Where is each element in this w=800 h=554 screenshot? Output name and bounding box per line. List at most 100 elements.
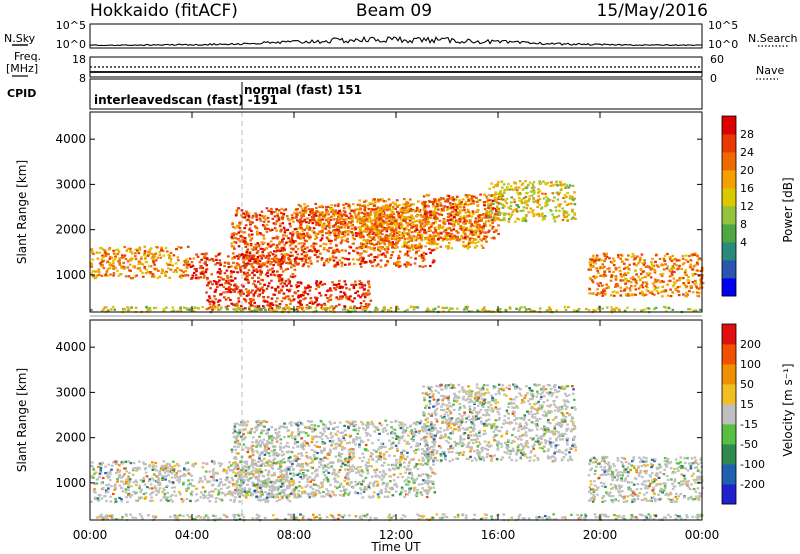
echo-cell — [329, 231, 332, 234]
echo-cell — [142, 477, 145, 480]
echo-cell — [422, 215, 426, 218]
echo-cell — [657, 292, 660, 295]
echo-cell — [249, 223, 252, 226]
echo-cell — [107, 487, 110, 490]
echo-cell — [495, 218, 498, 221]
echo-cell — [611, 257, 615, 260]
echo-cell — [321, 228, 325, 231]
echo-cell — [262, 248, 266, 251]
echo-cell — [492, 236, 496, 239]
echo-cell — [222, 285, 226, 288]
echo-cell — [478, 216, 481, 219]
echo-cell — [237, 253, 241, 256]
echo-cell — [290, 266, 293, 269]
echo-cell — [404, 226, 407, 230]
echo-cell — [281, 262, 284, 265]
echo-cell — [302, 251, 306, 254]
echo-cell — [603, 253, 607, 256]
echo-cell — [449, 204, 453, 207]
echo-cell — [467, 199, 470, 202]
echo-cell — [407, 244, 411, 248]
echo-cell — [558, 191, 562, 194]
echo-cell — [356, 258, 359, 261]
echo-cell — [120, 498, 123, 501]
echo-cell — [465, 215, 469, 218]
echo-cell — [477, 227, 480, 230]
echo-cell — [420, 233, 423, 236]
echo-cell — [398, 231, 401, 234]
echo-cell — [325, 310, 328, 313]
echo-cell — [131, 277, 134, 280]
echo-cell — [243, 216, 247, 219]
echo-cell — [380, 222, 383, 225]
echo-cell — [695, 309, 698, 312]
echo-cell — [559, 181, 562, 184]
echo-cell — [388, 227, 391, 230]
echo-cell — [411, 226, 415, 229]
echo-cell — [460, 234, 464, 237]
echo-cell — [436, 242, 439, 246]
echo-cell — [677, 290, 680, 293]
echo-cell — [220, 276, 223, 279]
echo-cell — [112, 259, 115, 262]
echo-cell — [480, 244, 484, 247]
echo-cell — [477, 240, 480, 243]
echo-cell — [359, 225, 363, 228]
echo-cell — [262, 237, 266, 240]
echo-cell — [379, 215, 382, 218]
echo-cell — [296, 211, 299, 214]
echo-cell — [135, 499, 138, 502]
echo-cell — [541, 192, 544, 195]
echo-cell — [442, 238, 446, 241]
echo-cell — [351, 310, 354, 313]
echo-cell — [696, 263, 700, 266]
echo-cell — [281, 218, 284, 221]
echo-cell — [654, 260, 657, 264]
echo-cell — [296, 257, 300, 260]
echo-cell — [561, 207, 564, 210]
echo-cell — [276, 297, 279, 300]
echo-cell — [315, 221, 318, 224]
echo-cell — [288, 288, 292, 291]
echo-cell — [701, 282, 705, 285]
echo-cell — [266, 474, 270, 477]
echo-cell — [162, 496, 166, 499]
echo-cell — [653, 307, 656, 311]
echo-cell — [299, 281, 303, 284]
echo-cell — [390, 254, 393, 257]
echo-cell — [174, 262, 178, 265]
echo-cell — [418, 265, 422, 268]
echo-cell — [441, 209, 445, 212]
echo-cell — [383, 306, 386, 309]
echo-cell — [280, 300, 284, 303]
echo-cell — [229, 291, 233, 294]
echo-cell — [291, 247, 295, 250]
echo-cell — [194, 274, 198, 277]
echo-cell — [410, 217, 413, 221]
echo-cell — [391, 246, 394, 249]
echo-cell — [147, 480, 151, 483]
echo-cell — [363, 221, 366, 224]
echo-cell — [349, 299, 353, 302]
echo-cell — [138, 467, 142, 470]
echo-cell — [391, 206, 395, 209]
echo-cell — [482, 237, 486, 240]
echo-cell — [133, 275, 137, 278]
echo-cell — [239, 230, 243, 233]
echo-cell — [163, 492, 167, 495]
echo-cell — [460, 236, 463, 239]
echo-cell — [689, 266, 692, 269]
echo-cell — [663, 305, 666, 308]
echo-cell — [401, 245, 404, 248]
echo-cell — [388, 235, 392, 238]
y-tick-label: 4000 — [55, 132, 86, 146]
echo-cell — [124, 488, 128, 491]
echo-cell — [239, 292, 242, 295]
echo-cell — [103, 495, 106, 498]
echo-cell — [273, 257, 277, 260]
echo-cell — [165, 464, 168, 467]
echo-cell — [303, 212, 307, 215]
echo-cell — [592, 292, 595, 295]
echo-cell — [470, 230, 473, 233]
echo-cell — [483, 235, 486, 238]
